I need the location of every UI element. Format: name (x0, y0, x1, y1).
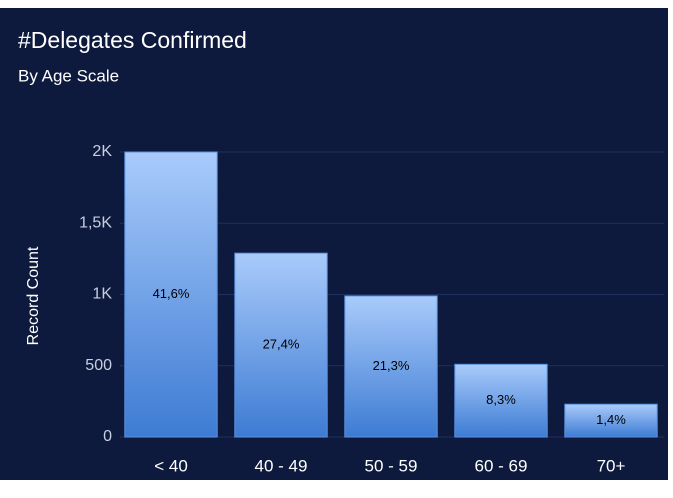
chart-title: #Delegates Confirmed (18, 27, 247, 53)
y-tick-label: 2K (92, 143, 112, 160)
bar (124, 151, 218, 438)
bar (564, 403, 658, 438)
bar (234, 252, 328, 438)
data-label: 8,3% (486, 392, 516, 407)
y-tick-label: 500 (85, 357, 112, 374)
bar (344, 295, 438, 438)
x-tick-label: 50 - 59 (365, 456, 418, 475)
bar (454, 363, 548, 438)
y-tick-label: 1,5K (79, 214, 112, 231)
x-tick-label: < 40 (154, 456, 188, 475)
panel (0, 8, 668, 480)
chart-subtitle: By Age Scale (18, 66, 119, 85)
data-label: 27,4% (263, 337, 300, 352)
y-tick-label: 0 (103, 428, 112, 445)
data-label: 1,4% (596, 412, 626, 427)
x-tick-label: 70+ (597, 456, 626, 475)
x-tick-label: 60 - 69 (475, 456, 528, 475)
x-tick-label: 40 - 49 (255, 456, 308, 475)
data-label: 21,3% (373, 358, 410, 373)
y-axis-title: Record Count (25, 246, 42, 345)
y-tick-label: 1K (92, 286, 112, 303)
data-label: 41,6% (153, 286, 190, 301)
